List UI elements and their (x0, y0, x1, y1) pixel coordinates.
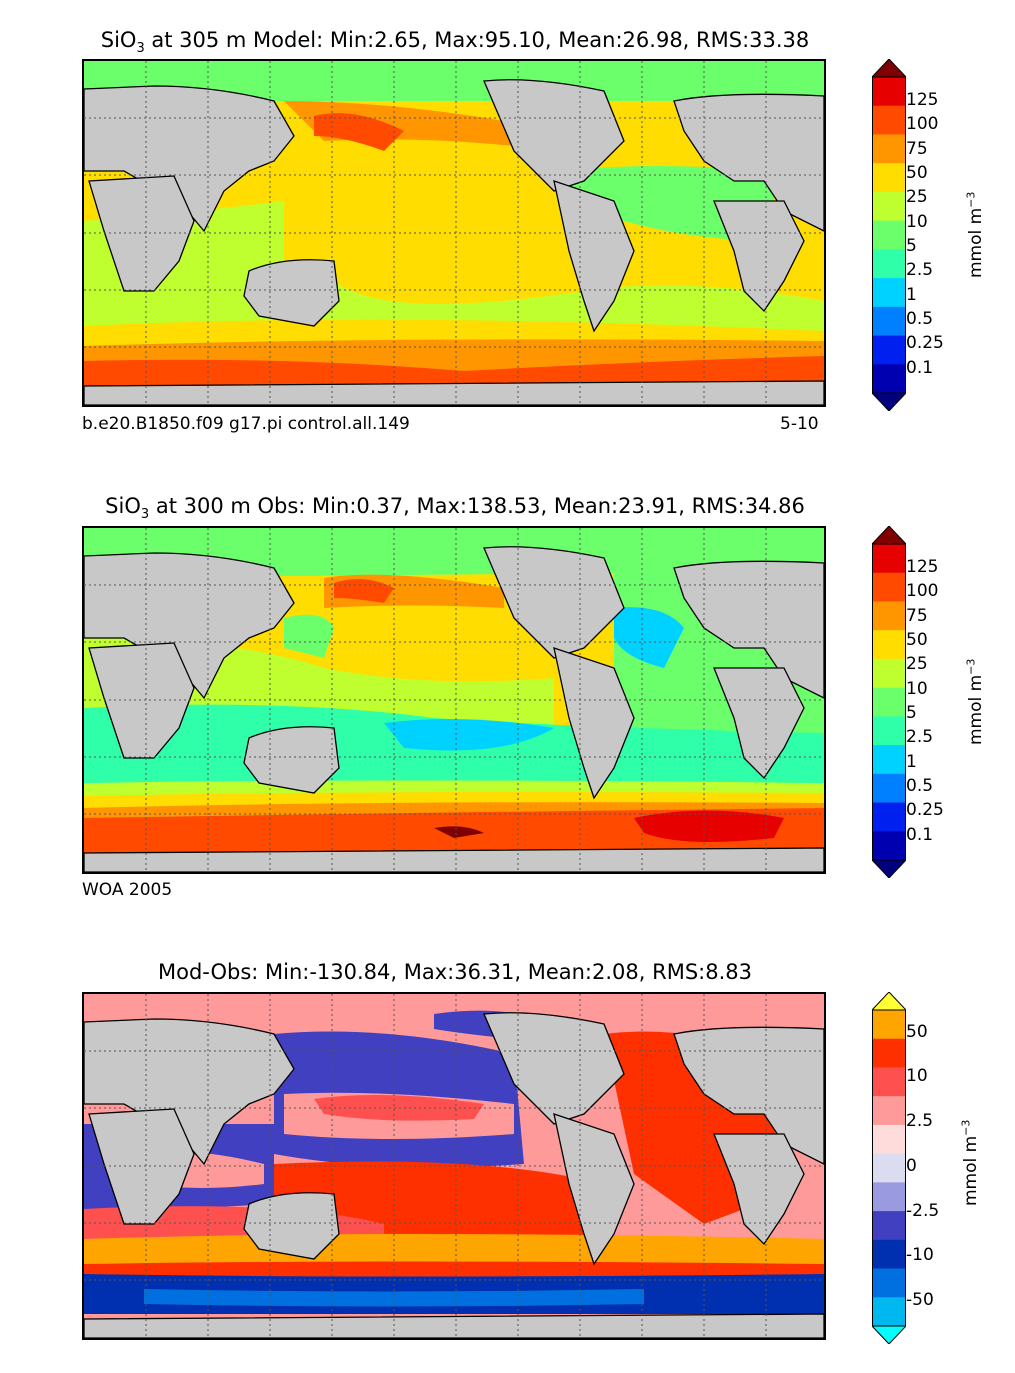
tick-label: 0.5 (906, 309, 934, 329)
tick-label: 25 (906, 187, 928, 207)
tick-label: 75 (906, 139, 928, 159)
obs-map (82, 526, 826, 874)
colorbar-swatch (872, 163, 906, 193)
colorbar: 125 100 75 50 25 10 5 2.5 1 0.5 0.25 0.1… (870, 58, 986, 415)
colorbar-label: mmol m−3 (959, 1119, 982, 1207)
colorbar-swatches (870, 58, 908, 412)
tick-label: 0.5 (906, 776, 934, 796)
colorbar-swatch (872, 630, 906, 660)
year-range-label: 5-10 (780, 414, 819, 434)
colorbar-label: mmol m−3 (964, 191, 987, 279)
colorbar-overflow-low (870, 859, 908, 879)
colorbar: 125 100 75 50 25 10 5 2.5 1 0.5 0.25 0.1… (870, 525, 986, 882)
tick-label: 75 (906, 606, 928, 626)
tick-label: 0 (906, 1156, 917, 1176)
tick-label: 125 (906, 90, 939, 110)
colorbar-swatch (872, 77, 906, 107)
colorbar-swatch (872, 278, 906, 308)
tick-label: 100 (906, 114, 939, 134)
run-label: b.e20.B1850.f09 g17.pi control.all.149 (82, 414, 410, 434)
tick-label: 10 (906, 679, 928, 699)
colorbar-swatch (872, 802, 906, 832)
colorbar-overflow-low (870, 1325, 908, 1345)
colorbar-swatch (872, 1268, 906, 1298)
tick-label: 50 (906, 1022, 928, 1042)
colorbar-swatch (872, 335, 906, 365)
tick-label: 100 (906, 581, 939, 601)
tick-label: -50 (906, 1290, 934, 1310)
panel-title: SiO3 at 300 m Obs: Min:0.37, Max:138.53,… (105, 494, 805, 523)
colorbar-swatch (872, 1096, 906, 1126)
tick-label: 0.1 (906, 358, 934, 378)
colorbar-swatch (872, 773, 906, 804)
colorbar-frame (872, 1009, 906, 1327)
colorbar-frame (872, 76, 906, 394)
colorbar-swatch (872, 1153, 906, 1183)
colorbar-overflow-low (870, 392, 908, 412)
colorbar-swatch (872, 658, 906, 689)
colorbar-swatch (872, 831, 906, 861)
colorbar-frame (872, 543, 906, 861)
colorbar-swatch (872, 220, 906, 250)
colorbar-swatch (872, 1067, 906, 1097)
colorbar-swatch (872, 1239, 906, 1270)
colorbar-swatch (872, 249, 906, 279)
colorbar-swatch (872, 572, 906, 602)
colorbar-swatch (872, 716, 906, 746)
colorbar-swatch (872, 306, 906, 337)
tick-label: -2.5 (906, 1201, 940, 1221)
tick-label: 5 (906, 236, 917, 256)
tick-label: -10 (906, 1245, 934, 1265)
colorbar: 50 10 2.5 0 -2.5 -10 -50 mmol m−3 (870, 991, 981, 1348)
colorbar-swatch (872, 1124, 906, 1155)
colorbar-swatch (872, 1182, 906, 1212)
colorbar-swatch (872, 1297, 906, 1327)
panel-title: Mod-Obs: Min:-130.84, Max:36.31, Mean:2.… (158, 960, 752, 984)
colorbar-swatch (872, 364, 906, 394)
tick-label: 50 (906, 630, 928, 650)
tick-label: 2.5 (906, 1111, 934, 1131)
colorbar-swatch (872, 1010, 906, 1040)
panel-title: SiO3 at 305 m Model: Min:2.65, Max:95.10… (100, 28, 810, 57)
colorbar-swatches (870, 525, 908, 879)
tick-label: 50 (906, 163, 928, 183)
tick-label: 10 (906, 1066, 928, 1086)
tick-label: 25 (906, 654, 928, 674)
tick-label: 1 (906, 752, 917, 772)
colorbar-label: mmol m−3 (964, 658, 987, 746)
colorbar-overflow-high (870, 991, 908, 1011)
tick-label: 5 (906, 703, 917, 723)
model-map (82, 59, 826, 407)
tick-label: 10 (906, 212, 928, 232)
colorbar-swatch (872, 105, 906, 135)
colorbar-swatch (872, 1038, 906, 1068)
tick-label: 0.1 (906, 825, 934, 845)
difference-map (82, 992, 826, 1340)
tick-label: 0.25 (906, 333, 944, 353)
source-label: WOA 2005 (82, 880, 173, 900)
colorbar-swatch (872, 601, 906, 631)
colorbar-swatch (872, 134, 906, 164)
tick-label: 2.5 (906, 260, 934, 280)
tick-label: 0.25 (906, 800, 944, 820)
colorbar-overflow-high (870, 525, 908, 545)
colorbar-swatch (872, 1211, 906, 1241)
colorbar-swatch (872, 544, 906, 574)
colorbar-overflow-high (870, 58, 908, 78)
colorbar-swatch (872, 745, 906, 775)
colorbar-swatch (872, 687, 906, 717)
colorbar-swatch (872, 191, 906, 222)
tick-label: 1 (906, 285, 917, 305)
colorbar-swatches (870, 991, 908, 1345)
tick-label: 2.5 (906, 727, 934, 747)
tick-label: 125 (906, 557, 939, 577)
